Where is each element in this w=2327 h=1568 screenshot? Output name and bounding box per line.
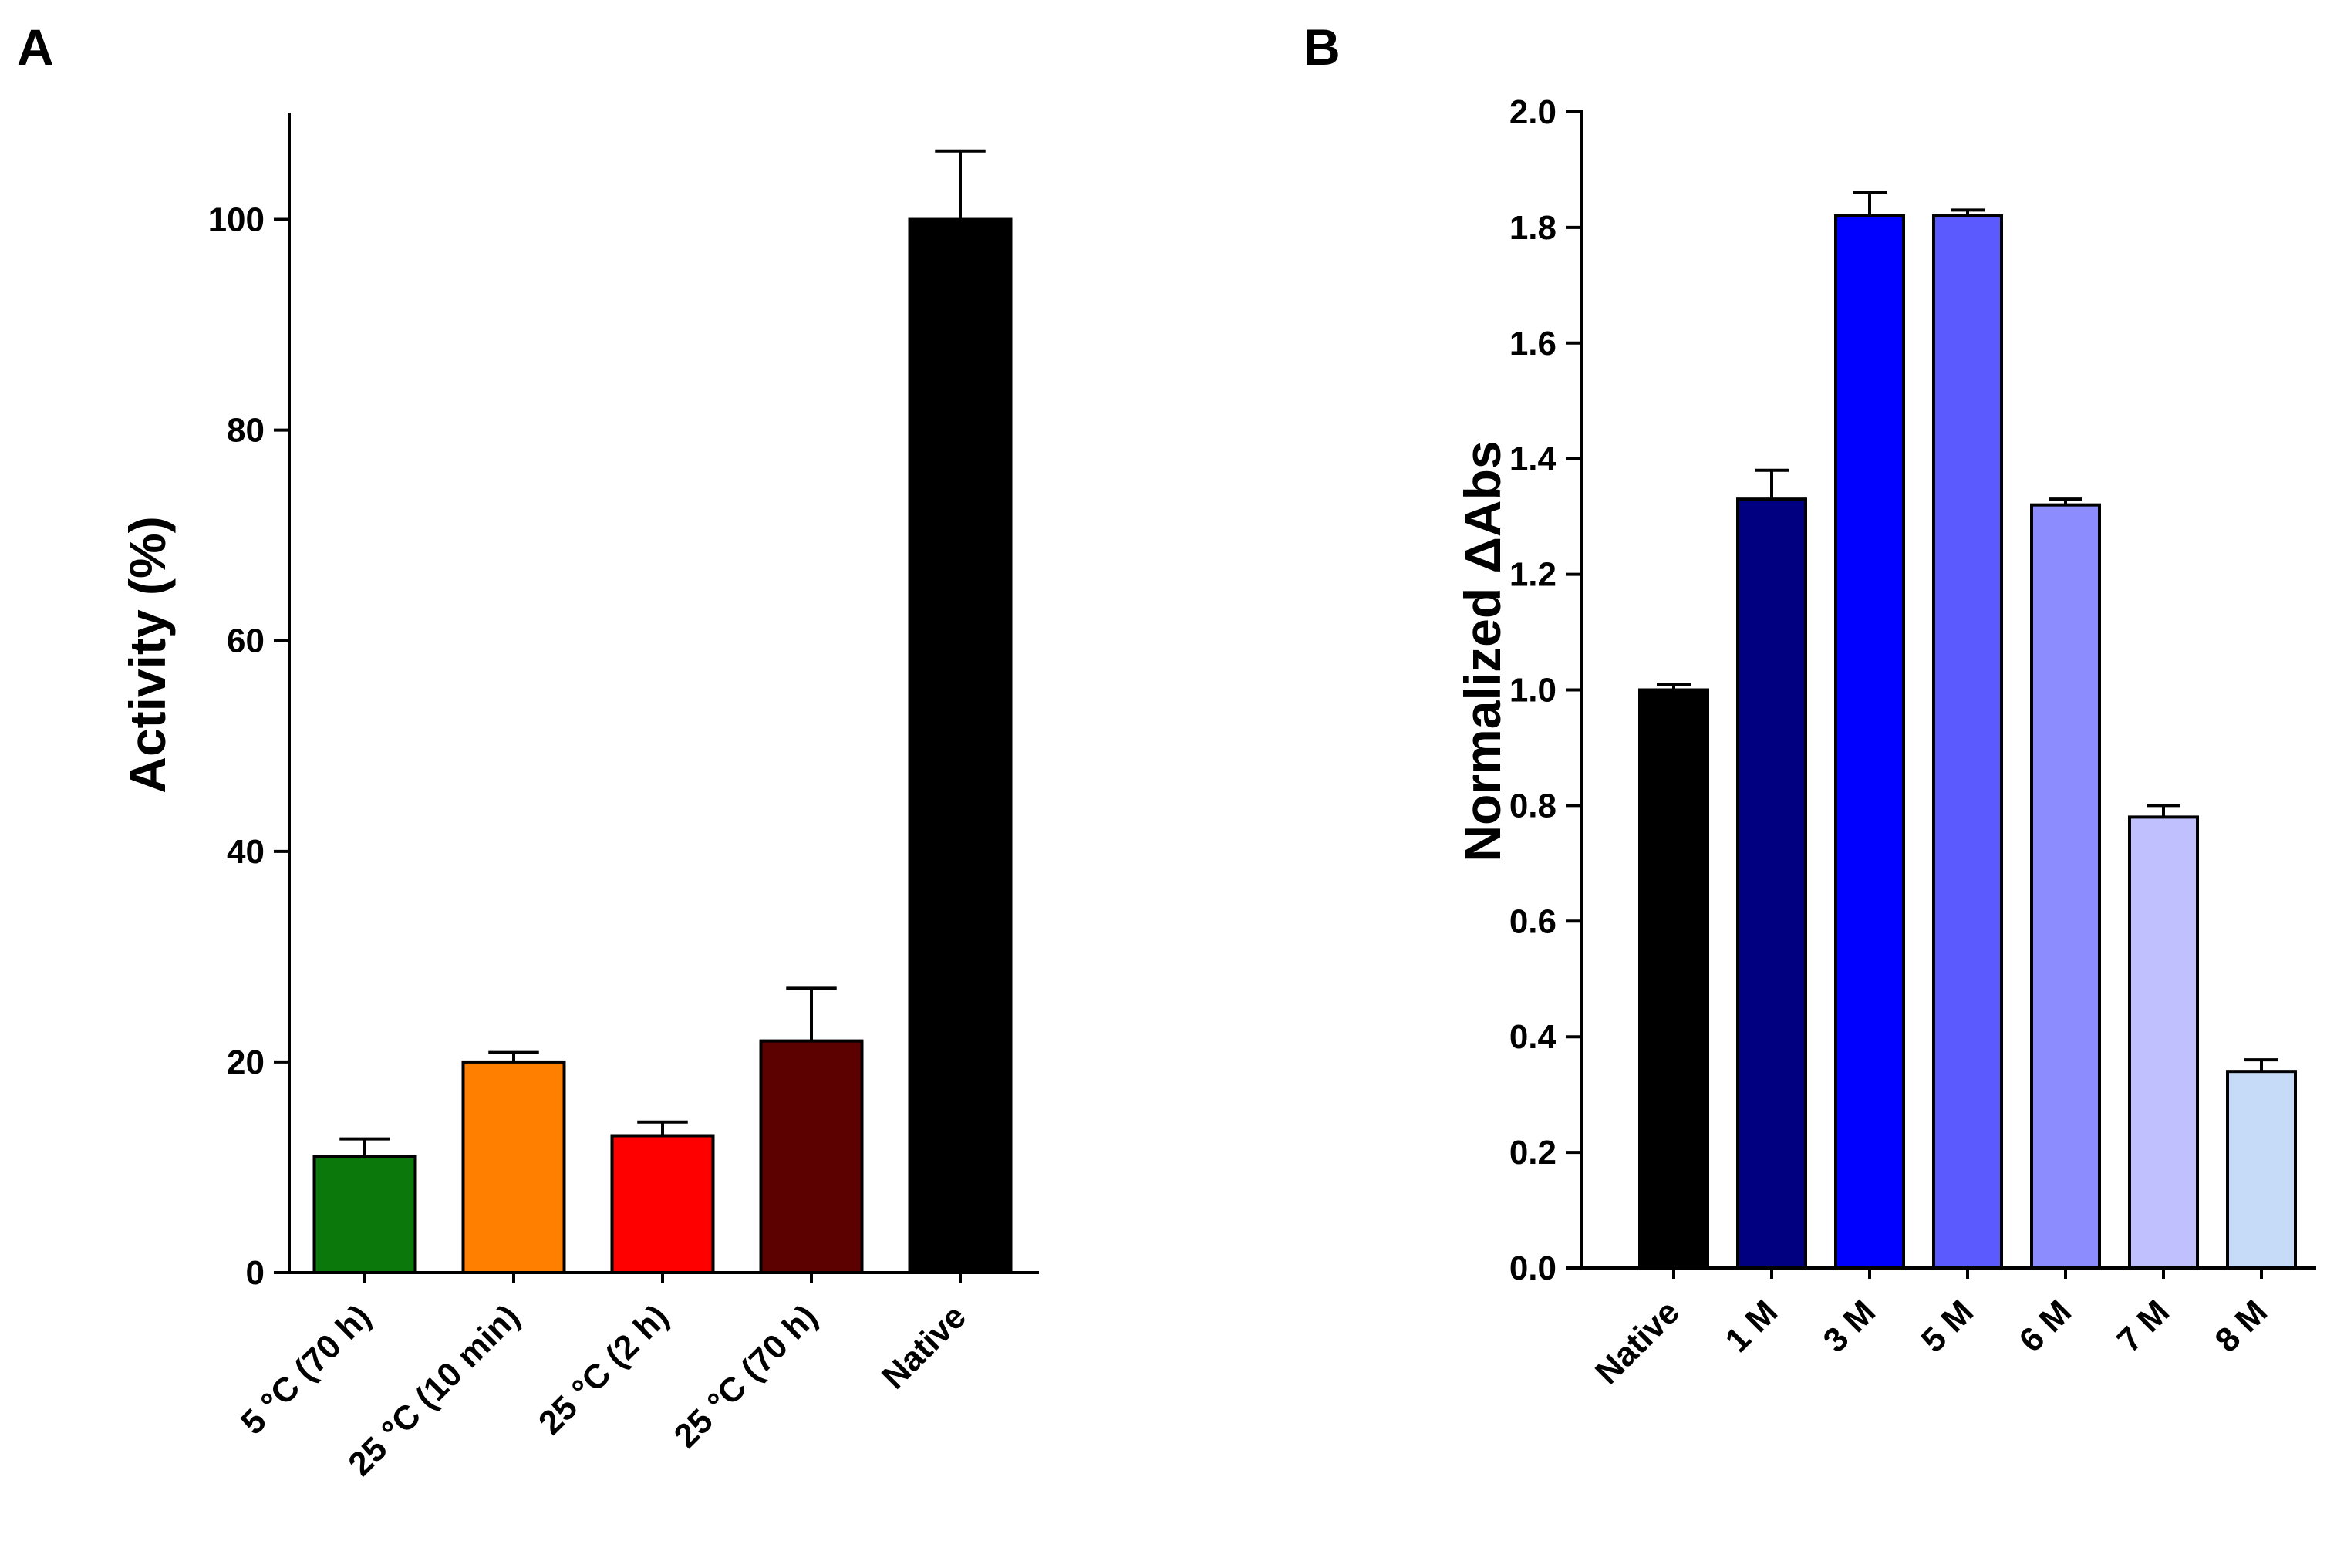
y-tick-label: 40: [227, 833, 265, 871]
x-category-label: 1 M: [1718, 1293, 1786, 1360]
y-tick-label: 0.8: [1509, 787, 1556, 824]
bar: [1834, 214, 1905, 1270]
y-tick-label: 0.0: [1509, 1249, 1556, 1287]
x-category-label: 5 M: [1914, 1293, 1981, 1360]
bar: [1736, 497, 1807, 1270]
y-tick-label: 60: [227, 622, 265, 660]
chart-a-activity: 0 20 40 60 80 100 Activity (%) 5 °C (70 h) 25 °C…: [119, 113, 1039, 1483]
y-axis-title: Activity (%): [119, 516, 176, 793]
bar: [1932, 214, 2003, 1270]
y-tick-label: 20: [227, 1044, 265, 1081]
x-category-label: 8 M: [2208, 1293, 2275, 1360]
y-tick-label: 100: [208, 201, 265, 239]
x-category-label: 5 °C (70 h): [234, 1297, 378, 1442]
bar: [1638, 688, 1709, 1270]
bar: [2030, 503, 2101, 1270]
panel-label-a: A: [17, 19, 54, 76]
y-tick-label: 1.0: [1509, 672, 1556, 710]
y-tick-label: 2.0: [1509, 93, 1556, 131]
bar: [312, 1155, 417, 1275]
x-category-label: 25 °C (70 h): [667, 1297, 825, 1455]
y-tick-label: 0.6: [1509, 902, 1556, 940]
y-tick-label: 0: [246, 1254, 265, 1292]
y-tick-label: 1.2: [1509, 556, 1556, 594]
y-tick-label: 1.6: [1509, 325, 1556, 362]
y-axis-title: Normalized ΔAbs: [1454, 440, 1511, 862]
y-tick-label: 1.4: [1509, 440, 1557, 478]
bar: [610, 1134, 715, 1275]
x-category-label: Native: [875, 1297, 973, 1396]
x-category-label: 6 M: [2012, 1293, 2079, 1360]
y-tick-label: 1.8: [1509, 209, 1556, 247]
chart-b-normalized-abs: 0.0 0.2 0.4 0.6 0.8 1.0 1.2 1.4 1.6 1.8 2.0 Normali…: [1454, 93, 2316, 1391]
x-category-label: 3 M: [1816, 1293, 1884, 1360]
panel-label-b: B: [1303, 19, 1341, 76]
x-category-label: 7 M: [2110, 1293, 2177, 1360]
x-category-label: Native: [1588, 1293, 1687, 1391]
y-tick-label: 0.4: [1509, 1018, 1557, 1056]
bar: [2226, 1070, 2297, 1270]
y-tick-label: 80: [227, 412, 265, 450]
y-tick-label: 0.2: [1509, 1134, 1556, 1172]
bar: [759, 1039, 864, 1274]
x-category-label: 25 °C (2 h): [531, 1297, 676, 1442]
bar: [908, 217, 1013, 1275]
bar: [461, 1060, 566, 1274]
bar: [2128, 815, 2199, 1270]
